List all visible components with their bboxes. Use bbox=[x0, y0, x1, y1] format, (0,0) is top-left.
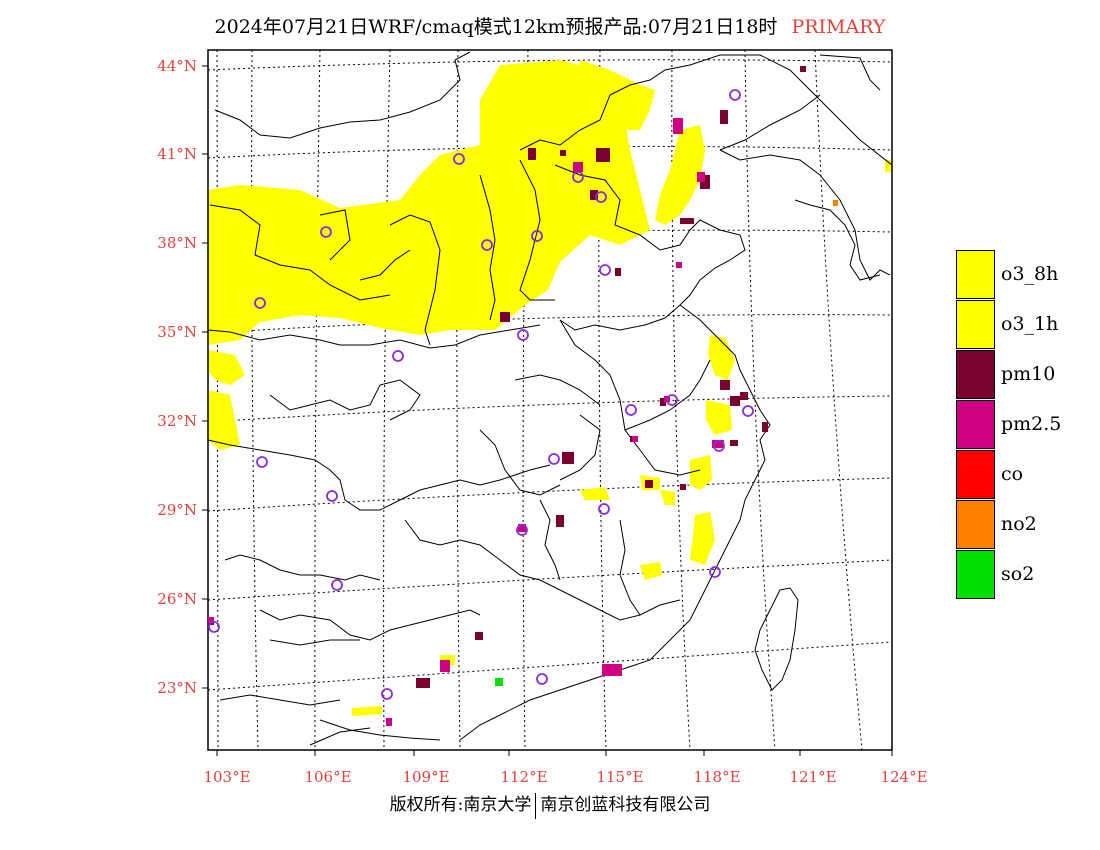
legend-swatch-co bbox=[956, 449, 995, 499]
lat-label-29: 29°N bbox=[157, 501, 197, 519]
axis-ticks bbox=[202, 65, 893, 756]
legend-item-o3-1h: o3_1h bbox=[956, 299, 1061, 349]
legend: o3_8h o3_1h pm10 pm2.5 co no2 so2 bbox=[956, 249, 1061, 599]
legend-swatch-o3-8h bbox=[956, 249, 995, 299]
legend-swatch-so2 bbox=[956, 549, 995, 599]
legend-label-pm25: pm2.5 bbox=[1001, 413, 1062, 435]
lon-label-124: 124°E bbox=[880, 768, 927, 786]
so2-pixel bbox=[495, 678, 503, 686]
map-title: 2024年07月21日WRF/cmaq模式12km预报产品:07月21日18时 P… bbox=[0, 12, 1100, 39]
lat-label-38: 38°N bbox=[157, 234, 197, 252]
copyright-right: 南京创蓝科技有限公司 bbox=[540, 795, 711, 815]
lon-labels: 103°E 106°E 109°E 112°E 115°E 118°E 121°… bbox=[203, 768, 927, 786]
legend-label-o3-8h: o3_8h bbox=[1001, 263, 1059, 285]
legend-item-co: co bbox=[956, 449, 1061, 499]
legend-item-pm25: pm2.5 bbox=[956, 399, 1061, 449]
no2-pixel bbox=[833, 200, 838, 206]
lat-label-26: 26°N bbox=[157, 590, 197, 608]
borders bbox=[207, 51, 893, 746]
legend-swatch-no2 bbox=[956, 499, 995, 549]
lon-label-118: 118°E bbox=[693, 768, 740, 786]
title-text: 2024年07月21日WRF/cmaq模式12km预报产品:07月21日18时 bbox=[214, 16, 778, 38]
footer-separator bbox=[535, 792, 537, 819]
lat-label-35: 35°N bbox=[157, 323, 197, 341]
legend-label-so2: so2 bbox=[1001, 563, 1035, 585]
stations bbox=[208, 89, 754, 700]
copyright-footer: 版权所有:南京大学 南京创蓝科技有限公司 bbox=[0, 790, 1100, 819]
lat-labels: 44°N 41°N 38°N 35°N 32°N 29°N 26°N 23°N bbox=[157, 57, 197, 697]
primary-tag: PRIMARY bbox=[791, 16, 886, 38]
lat-label-32: 32°N bbox=[157, 412, 197, 430]
legend-swatch-o3-1h bbox=[956, 299, 995, 349]
legend-label-no2: no2 bbox=[1001, 513, 1037, 535]
legend-swatch-pm10 bbox=[956, 349, 995, 399]
legend-label-o3-1h: o3_1h bbox=[1001, 313, 1059, 335]
lon-label-121: 121°E bbox=[789, 768, 836, 786]
legend-item-so2: so2 bbox=[956, 549, 1061, 599]
lat-label-23: 23°N bbox=[157, 679, 197, 697]
lon-label-115: 115°E bbox=[596, 768, 643, 786]
copyright-left: 版权所有:南京大学 bbox=[389, 795, 532, 815]
lon-label-106: 106°E bbox=[304, 768, 351, 786]
legend-label-pm10: pm10 bbox=[1001, 363, 1056, 385]
legend-item-no2: no2 bbox=[956, 499, 1061, 549]
lat-label-44: 44°N bbox=[157, 57, 197, 75]
map-frame bbox=[207, 49, 893, 751]
legend-label-co: co bbox=[1001, 463, 1024, 485]
o3-regions bbox=[208, 60, 892, 716]
lat-label-41: 41°N bbox=[157, 145, 197, 163]
lon-label-103: 103°E bbox=[203, 768, 250, 786]
lon-label-109: 109°E bbox=[402, 768, 449, 786]
legend-item-o3-8h: o3_8h bbox=[956, 249, 1061, 299]
legend-swatch-pm25 bbox=[956, 399, 995, 449]
lon-label-112: 112°E bbox=[500, 768, 547, 786]
legend-item-pm10: pm10 bbox=[956, 349, 1061, 399]
